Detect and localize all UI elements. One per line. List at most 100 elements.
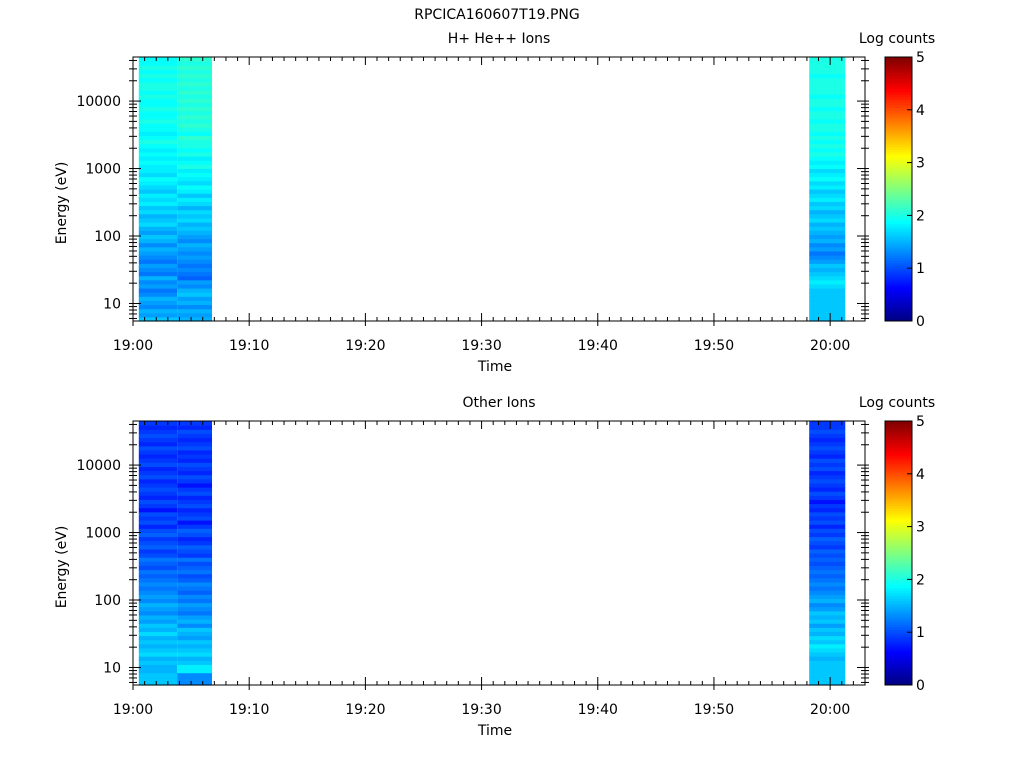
spectrogram-cell (177, 217, 213, 223)
spectrogram-cell (138, 127, 178, 132)
plot-frame (132, 420, 866, 686)
colorbar-swatch (885, 189, 912, 193)
spectrogram-cell (809, 614, 846, 620)
y-tick-label: 10000 (76, 94, 121, 110)
spectrogram-cell (177, 94, 213, 99)
colorbar-swatch (885, 318, 912, 322)
spectrogram-cell (177, 627, 213, 632)
spectrogram-cell (809, 602, 846, 608)
colorbar-swatch (885, 202, 912, 206)
spectrogram-cell (177, 242, 213, 248)
x-tick-label: 20:00 (810, 338, 850, 354)
spectrogram-cell (177, 292, 213, 297)
spectrogram-cell (809, 664, 846, 670)
spectrogram-cell (177, 635, 213, 641)
colorbar-swatch (885, 574, 912, 578)
spectrogram-cell (138, 594, 178, 599)
spectrogram-cell (138, 304, 178, 310)
spectrogram-cell (138, 647, 178, 653)
colorbar-frame (884, 420, 913, 686)
colorbar-swatch (885, 159, 912, 164)
colorbar-swatch (885, 547, 912, 551)
spectrogram-cell (177, 65, 213, 70)
colorbar-swatch (885, 99, 912, 103)
colorbar-swatch (885, 545, 912, 549)
colorbar-swatch (885, 305, 912, 309)
y-tick-label: 10 (103, 660, 121, 676)
spectrogram-cell (138, 507, 178, 513)
colorbar-swatch (885, 465, 912, 470)
colorbar-swatch (885, 120, 912, 124)
spectrogram-cell (177, 77, 213, 83)
spectrogram-cell (809, 660, 846, 665)
spectrogram-cell (138, 445, 178, 451)
spectrogram-cell (138, 606, 178, 612)
spectrogram-cell (138, 312, 178, 318)
spectrogram-cell (138, 577, 178, 583)
spectrogram-cell (138, 503, 178, 509)
colorbar-swatch (885, 204, 912, 208)
spectrogram-cell (138, 499, 178, 505)
spectrogram-cell (809, 429, 846, 434)
spectrogram-cell (177, 623, 213, 628)
spectrogram-cell (809, 176, 846, 182)
spectrogram-cell (177, 176, 213, 182)
colorbar-swatch (885, 170, 912, 174)
spectrogram-cell (177, 81, 213, 87)
spectrogram-cell (809, 462, 846, 467)
spectrogram-cell (809, 131, 846, 136)
spectrogram-cell (138, 548, 178, 554)
spectrogram-cell (177, 643, 213, 649)
colorbar-swatch (885, 125, 912, 129)
spectrogram-cell (138, 217, 178, 223)
spectrogram-cell (177, 586, 213, 591)
colorbar-swatch (885, 518, 912, 522)
spectrogram-cell (177, 515, 213, 521)
colorbar-swatch (885, 457, 912, 462)
spectrogram-cell (138, 139, 178, 145)
spectrogram-cell (138, 279, 178, 285)
colorbar-swatch (885, 426, 912, 430)
colorbar-swatch (885, 215, 912, 219)
spectrogram-cell (138, 226, 178, 231)
spectrogram-cell (138, 590, 178, 595)
spectrogram-cell (177, 499, 213, 505)
spectrogram-cell (177, 606, 213, 612)
colorbar-swatch (885, 270, 912, 274)
spectrogram-cell (809, 226, 846, 231)
colorbar-swatch (885, 677, 912, 681)
colorbar-swatch (885, 239, 912, 243)
spectrogram-cell (138, 296, 178, 301)
spectrogram-cell (177, 474, 213, 480)
colorbar-swatch (885, 582, 912, 586)
spectrogram-cell (177, 271, 213, 277)
spectrogram-cell (809, 656, 846, 661)
colorbar-swatch (885, 436, 912, 440)
colorbar-swatch (885, 83, 912, 87)
spectrogram-cell (809, 627, 846, 632)
colorbar-swatch (885, 101, 912, 106)
colorbar-swatch (885, 508, 912, 512)
spectrogram-cell (138, 222, 178, 227)
colorbar-swatch (885, 273, 912, 277)
spectrogram-cell (177, 283, 213, 289)
colorbar-swatch (885, 91, 912, 95)
spectrogram-cell (177, 507, 213, 513)
spectrogram-cell (809, 271, 846, 277)
colorbar-swatch (885, 278, 912, 282)
spectrogram-cell (138, 110, 178, 116)
colorbar-swatch (885, 534, 912, 538)
spectrogram-cell (177, 565, 213, 571)
spectrogram-cell (138, 511, 178, 517)
spectrogram-cell (177, 462, 213, 467)
spectrogram-cell (809, 288, 846, 293)
colorbar-swatch (885, 255, 912, 259)
colorbar-swatch (885, 225, 912, 230)
colorbar-swatch (885, 576, 912, 580)
spectrogram-cell (809, 536, 846, 542)
spectrogram-cell (177, 466, 213, 472)
spectrogram-cell (138, 598, 178, 604)
spectrogram-cell (809, 69, 846, 75)
y-axis: 10 100 1000 10000 (76, 59, 869, 319)
colorbar-swatch (885, 310, 912, 314)
